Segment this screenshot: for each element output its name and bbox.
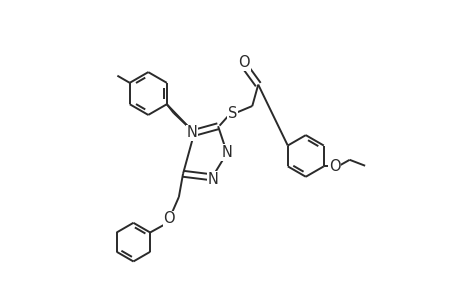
Text: N: N: [221, 145, 232, 160]
Text: N: N: [186, 125, 197, 140]
Text: O: O: [238, 55, 249, 70]
Text: O: O: [163, 212, 174, 226]
Text: O: O: [328, 159, 340, 174]
Text: S: S: [227, 106, 236, 121]
Text: N: N: [207, 172, 218, 187]
